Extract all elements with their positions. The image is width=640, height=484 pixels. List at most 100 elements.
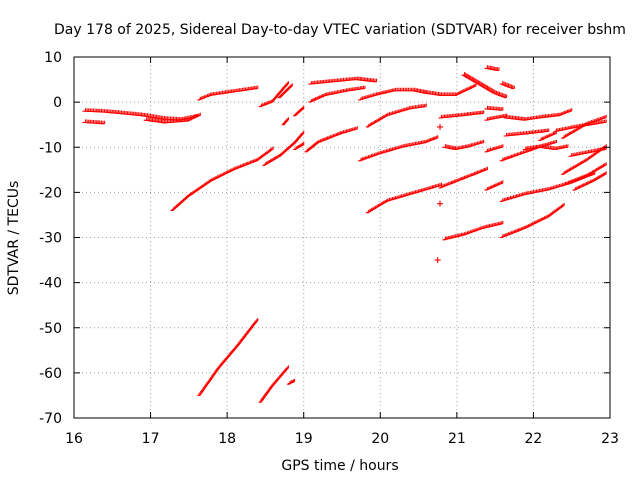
y-tick-label: -70 [39, 411, 62, 427]
data-point-markers [197, 318, 259, 396]
data-point-markers [308, 85, 366, 103]
series-track-14 [308, 85, 366, 103]
series-track-11 [293, 142, 305, 151]
series-track-05 [197, 85, 259, 101]
series-track-13 [304, 126, 358, 153]
x-axis-label: GPS time / hours [281, 458, 398, 474]
data-point-markers [538, 130, 557, 142]
series-track-06 [258, 81, 289, 108]
y-tick-label: -20 [39, 185, 62, 201]
series-track-36 [522, 144, 569, 151]
series-track-44 [197, 318, 259, 396]
data-point-markers [438, 110, 485, 119]
series-track-22 [438, 110, 485, 119]
x-tick-label: 20 [371, 431, 389, 447]
series-track-31 [499, 202, 565, 239]
series-track-15 [358, 87, 427, 101]
series-outliers [434, 123, 444, 264]
data-point-markers [308, 76, 378, 85]
series-track-08 [277, 83, 293, 99]
series-track-34 [503, 128, 550, 137]
data-point-markers [484, 105, 504, 111]
series-track-17 [365, 182, 443, 214]
series-track-37 [538, 130, 557, 142]
series-track-21 [438, 166, 489, 189]
data-point-markers [258, 81, 289, 108]
data-point-markers [484, 144, 504, 153]
series-track-09 [281, 117, 289, 126]
data-point-markers [442, 139, 485, 151]
plot-area [82, 65, 607, 403]
data-point-markers [258, 365, 289, 403]
y-axis-label: SDTVAR / TECUs [6, 181, 22, 296]
data-point-markers [358, 135, 439, 162]
data-point-markers [484, 65, 500, 72]
data-point-markers [484, 180, 504, 191]
series-track-26 [484, 65, 500, 72]
data-point-markers [423, 83, 477, 96]
series-track-46 [286, 378, 296, 385]
series-track-41 [561, 162, 607, 187]
data-point-markers [438, 166, 489, 189]
data-point-markers [304, 126, 358, 153]
data-point-markers [281, 117, 289, 126]
data-point-markers [484, 113, 508, 121]
series-track-10 [293, 105, 305, 117]
x-tick-label: 21 [448, 431, 466, 447]
series-track-12 [308, 76, 378, 85]
data-point-markers [561, 162, 607, 187]
data-point-markers [293, 105, 305, 117]
x-tick-label: 16 [65, 431, 83, 447]
data-point-markers [568, 146, 607, 157]
series-track-23 [442, 139, 485, 151]
data-point-markers [277, 83, 293, 99]
data-point-markers [503, 108, 573, 121]
data-point-markers [434, 123, 444, 264]
series-track-20 [442, 221, 504, 241]
data-point-markers [499, 81, 515, 90]
series-track-19 [423, 83, 477, 96]
series-track-27 [484, 144, 504, 153]
data-point-markers [499, 202, 565, 239]
data-point-markers [461, 72, 508, 99]
x-tick-label: 22 [525, 431, 543, 447]
series-track-03 [143, 112, 201, 124]
data-point-markers [553, 119, 607, 133]
y-tick-label: -30 [39, 231, 62, 247]
data-point-markers [522, 144, 569, 151]
series-track-30 [499, 81, 515, 90]
series-track-18 [365, 103, 427, 128]
y-axis: 10 0 -10 -20 -30 -40 -50 -60 -70 [39, 50, 62, 427]
y-tick-label: -60 [39, 366, 62, 382]
series-track-29 [484, 113, 508, 121]
data-point-markers [442, 221, 504, 241]
y-tick-label: -10 [39, 140, 62, 156]
series-track-02 [82, 119, 106, 125]
series-track-16 [358, 135, 439, 162]
series-track-45 [258, 365, 289, 403]
x-tick-label: 19 [295, 431, 313, 447]
x-axis: 16 17 18 19 20 21 22 23 [65, 431, 619, 447]
data-point-markers [286, 378, 296, 385]
data-point-markers [82, 119, 106, 125]
series-track-39 [553, 119, 607, 133]
series-track-25 [461, 72, 508, 99]
series-track-28 [484, 180, 504, 191]
y-tick-label: 10 [44, 50, 62, 66]
data-point-markers [197, 85, 259, 101]
series-track-42 [568, 146, 607, 157]
data-point-markers [503, 128, 550, 137]
data-point-markers [365, 103, 427, 128]
data-point-markers [143, 112, 201, 124]
axis-ticks [73, 56, 611, 419]
x-tick-label: 17 [142, 431, 160, 447]
y-tick-label: 0 [53, 95, 62, 111]
chart-title: Day 178 of 2025, Sidereal Day-to-day VTE… [54, 22, 626, 38]
data-point-markers [572, 171, 607, 191]
series-track-35 [503, 108, 573, 121]
series-track-04 [170, 146, 274, 211]
series-track-24 [484, 105, 504, 111]
